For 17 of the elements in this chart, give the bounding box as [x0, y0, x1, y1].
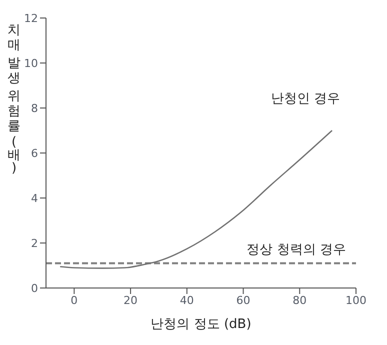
- text: 치매 발생 위험률 (배): [8, 23, 20, 176]
- x-tick-label: 20: [124, 294, 138, 307]
- x-tick-label: 60: [236, 294, 250, 307]
- y-tick-label: 12: [24, 12, 38, 25]
- x-tick-label: 40: [180, 294, 194, 307]
- x-axis-title: 난청의 정도 (dB): [150, 317, 252, 332]
- series-label: 난청인 경우: [270, 92, 340, 106]
- y-tick-label: 8: [31, 102, 38, 115]
- ref-line-label: 정상 청력의 경우: [246, 242, 346, 258]
- y-tick-label: 0: [31, 282, 38, 295]
- y-tick-label: 2: [31, 236, 38, 250]
- y-tick-label: 10: [24, 56, 38, 70]
- x-tick-label: 0: [70, 294, 78, 307]
- y-tick-label: 6: [31, 146, 38, 160]
- x-tick-label: 80: [292, 294, 307, 307]
- x-tick-label: 100: [346, 294, 366, 307]
- y-tick-label: 4: [31, 192, 38, 205]
